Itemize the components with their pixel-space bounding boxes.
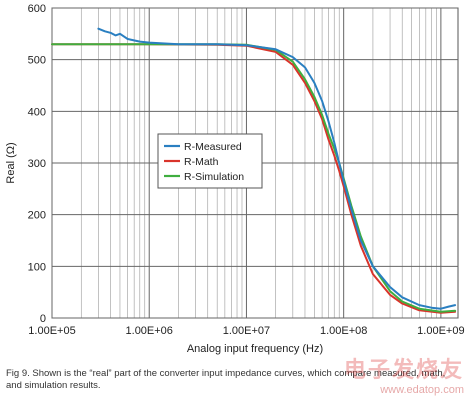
legend-label: R-Math (184, 156, 219, 168)
y-tick-labels: 0 100 200 300 400 500 600 (28, 3, 46, 325)
series-line-r-measured (97, 27, 457, 310)
y-tick-label: 0 (40, 313, 46, 325)
legend-label: R-Simulation (184, 171, 244, 183)
series-lines (51, 27, 457, 314)
figure-caption: Fig 9. Shown is the “real” part of the c… (6, 368, 446, 391)
x-axis-title: Analog input frequency (Hz) (187, 343, 323, 355)
series-line-r-math (51, 43, 457, 314)
y-tick-label: 400 (28, 106, 46, 118)
y-axis-title: Real (Ω) (5, 142, 17, 183)
y-tick-label: 300 (28, 158, 46, 170)
x-tick-label: 1.00E+05 (28, 325, 75, 337)
legend: R-Measured R-Math R-Simulation (157, 133, 263, 189)
legend-label: R-Measured (184, 141, 242, 153)
y-tick-label: 500 (28, 55, 46, 67)
y-tick-label: 100 (28, 261, 46, 273)
x-tick-label: 1.00E+08 (320, 325, 367, 337)
y-tick-label: 200 (28, 210, 46, 222)
y-tick-label: 600 (28, 3, 46, 15)
x-tick-label: 1.00E+09 (417, 325, 464, 337)
x-tick-label: 1.00E+07 (223, 325, 270, 337)
x-tick-labels: 1.00E+05 1.00E+06 1.00E+07 1.00E+08 1.00E+09 (28, 325, 464, 337)
x-tick-label: 1.00E+06 (126, 325, 173, 337)
